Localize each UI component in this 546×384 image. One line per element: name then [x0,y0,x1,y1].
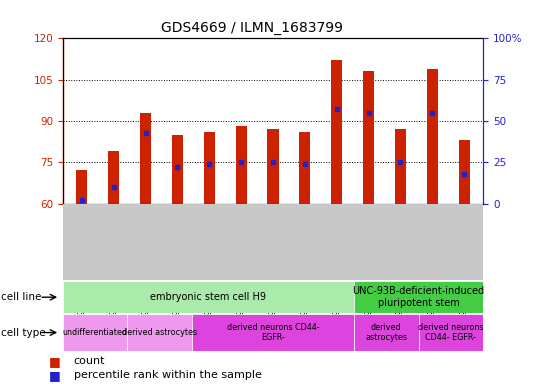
Bar [63,281,354,313]
Bar [140,113,151,204]
Text: cell line: cell line [1,292,41,302]
Bar [395,129,406,204]
Text: count: count [74,356,105,366]
Text: percentile rank within the sample: percentile rank within the sample [74,370,262,380]
Bar [426,69,438,204]
Text: derived
astrocytes: derived astrocytes [365,323,407,342]
Bar [354,314,419,351]
Text: cell type: cell type [1,328,45,338]
Bar [299,132,311,204]
Bar [235,126,247,204]
Text: ■: ■ [49,355,61,368]
Bar [419,314,483,351]
Text: derived neurons CD44-
EGFR-: derived neurons CD44- EGFR- [227,323,319,342]
Bar [459,140,470,204]
Bar [76,170,87,204]
Text: derived neurons
CD44- EGFR-: derived neurons CD44- EGFR- [418,323,484,342]
Bar [331,60,342,204]
Bar [127,314,192,351]
Bar [363,71,374,204]
Bar [108,151,120,204]
Text: derived astrocytes: derived astrocytes [122,328,197,337]
Text: embryonic stem cell H9: embryonic stem cell H9 [150,292,266,302]
Text: ■: ■ [49,369,61,382]
Title: GDS4669 / ILMN_1683799: GDS4669 / ILMN_1683799 [161,21,343,35]
Bar [268,129,278,204]
Bar [354,281,483,313]
Bar [192,314,354,351]
Bar [204,132,215,204]
Text: undifferentiated: undifferentiated [63,328,128,337]
Bar [172,135,183,204]
Text: UNC-93B-deficient-induced
pluripotent stem: UNC-93B-deficient-induced pluripotent st… [353,286,485,308]
Bar [63,314,127,351]
